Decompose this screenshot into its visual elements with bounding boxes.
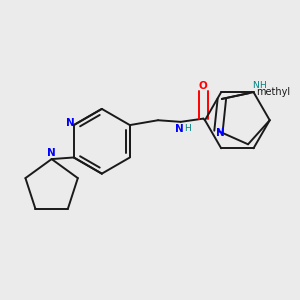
Text: H: H	[184, 124, 190, 134]
Text: methyl: methyl	[256, 87, 290, 97]
Text: O: O	[199, 81, 208, 91]
Text: N: N	[65, 118, 74, 128]
Text: N: N	[175, 124, 183, 134]
Text: H: H	[259, 81, 266, 90]
Text: N: N	[47, 148, 56, 158]
Text: N: N	[252, 81, 259, 90]
Text: N: N	[216, 128, 224, 138]
